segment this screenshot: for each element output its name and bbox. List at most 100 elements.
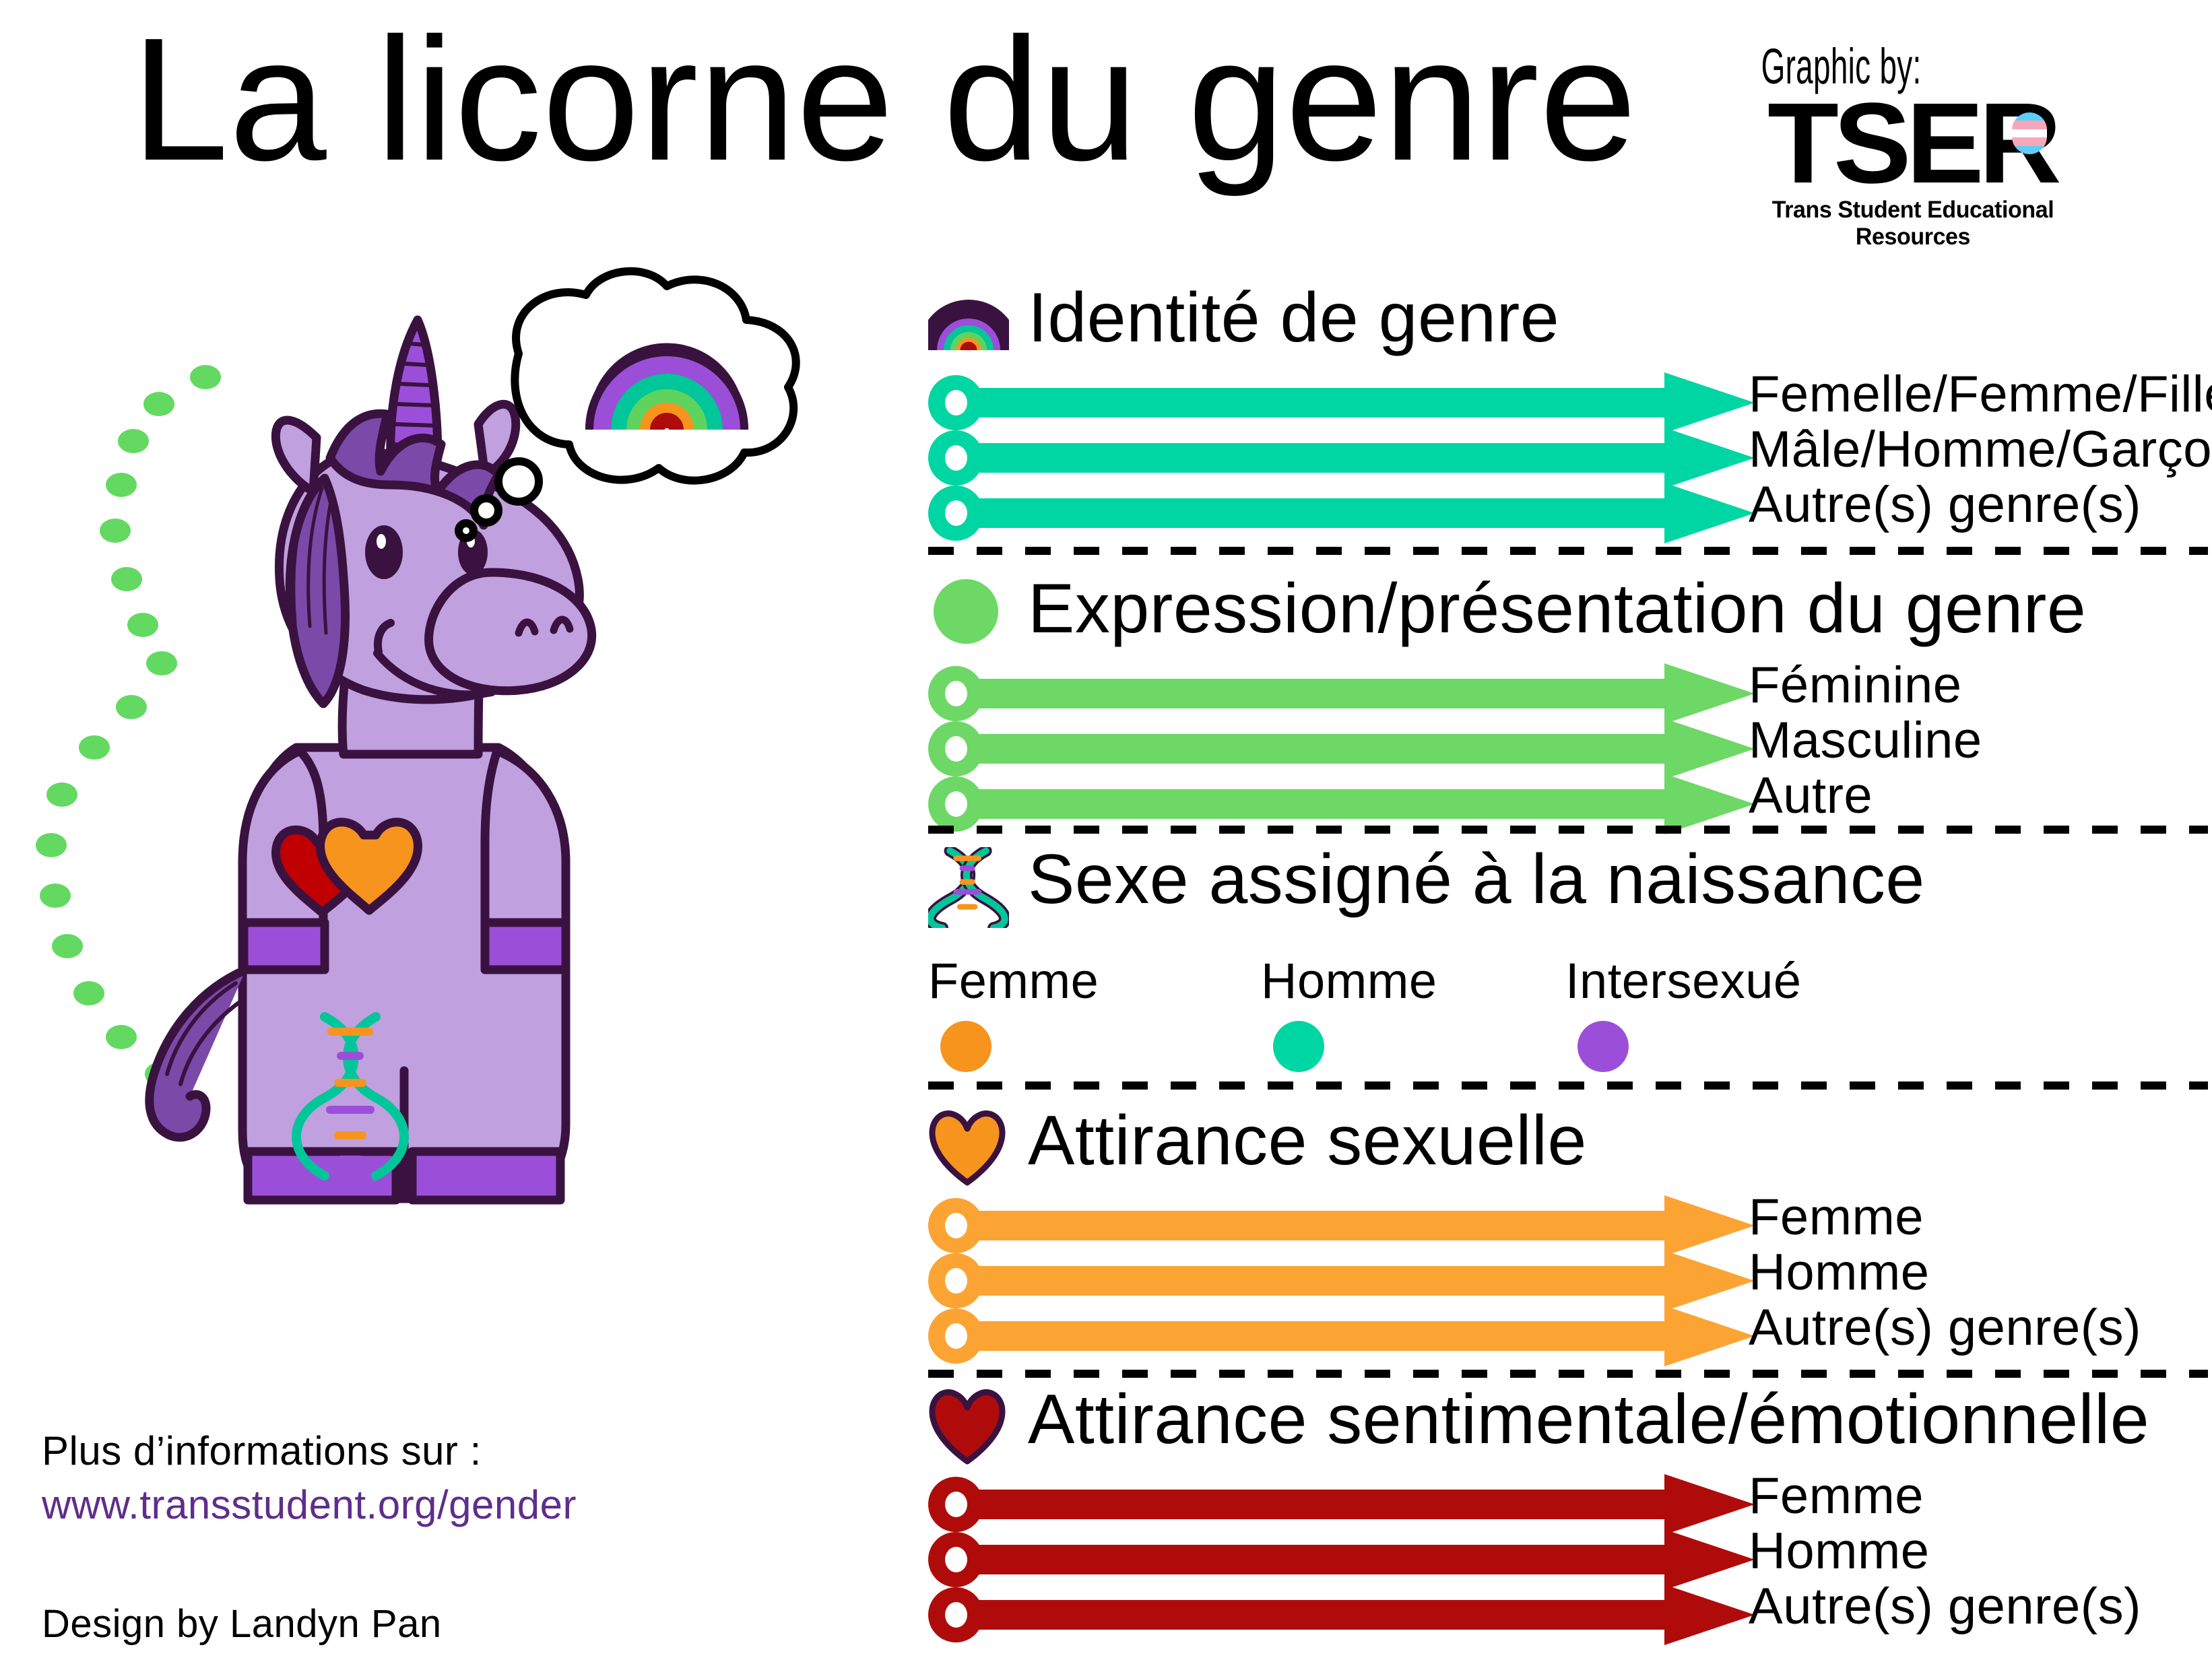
arrow-row: Féminine [928,660,2212,724]
tser-acronym: T S E R [1724,79,2102,207]
arrow-row: Autre(s) genre(s) [928,1581,2212,1645]
arrow-shaft [970,1211,1666,1240]
arrow-head [1664,483,1755,543]
orange-heart-icon [929,1110,1006,1186]
arrow-label: Femme [1749,1189,1924,1246]
section-attirance-sexuelle: Attirance sexuelle Femme H [928,1104,2212,1370]
arrow-row: Femme [928,1192,2212,1256]
section-header: Identité de genre [928,281,2212,366]
arrow-label-wrap: Autre(s) genre(s) [1749,1302,2141,1354]
arrow-label-wrap: Femelle/Femme/Fille [1749,369,2212,420]
sex-option-dot [1577,1021,1629,1072]
section-heading: Identité de genre [1028,279,1560,357]
graphic-by-label: Graphic by: [1761,38,1922,94]
design-credit: Design by Landyn Pan [42,1602,442,1646]
sex-option-label: Homme [1261,953,1437,1009]
arrow-list: Femelle/Femme/Fille Mâle/Homme/Garçon [928,369,2212,543]
tser-logo: Graphic by: T S E R Trans Student Educat… [1724,38,2102,251]
arrow-tail-ring [928,1532,983,1587]
arrow-head [1664,372,1755,433]
arrow-row: Autre(s) genre(s) [928,479,2212,543]
arrow-label: Autre(s) genre(s) [1749,1299,2141,1356]
illustration-panel [0,256,896,1401]
unicorn-left-ear [271,415,321,496]
arrow-shaft [970,498,1666,528]
arrow-label-wrap: Autre(s) genre(s) [1749,479,2141,531]
sex-option-intersexue: Intersexué [1565,956,1835,1072]
arrow-label: Masculine [1749,712,1982,769]
arrow-label-wrap: Autre(s) genre(s) [1749,1581,2141,1632]
section-heading-wrap: Attirance sexuelle [1028,1104,1587,1178]
unicorn-right-ear [474,399,521,479]
sections-column: Identité de genre Femelle/Femme/Fille [928,0,2212,1666]
unicorn-tail [145,965,251,1142]
arrow-head [1664,663,1755,724]
more-info-label-row: Plus d’informations sur : [42,1428,850,1481]
rainbow-icon [585,343,748,435]
dna-icon [292,1012,409,1180]
arrow-head [1664,1585,1755,1645]
section-header: Expression/présentation du genre [928,572,2212,657]
arrow-head [1664,1306,1755,1366]
section-divider [928,826,2208,834]
tser-letter-s: S [1833,79,1912,207]
tser-letter-t: T [1767,79,1839,207]
section-divider [928,1081,2208,1090]
green-circle-icon [934,579,998,644]
section-identite-de-genre: Identité de genre Femelle/Femme/Fille [928,281,2212,547]
website-link-row[interactable]: www.transstudent.org/gender [42,1481,850,1542]
arrow-tail-ring [928,1253,983,1308]
arrow-head [1664,1251,1755,1311]
arrow-row: Femme [928,1471,2212,1535]
arrow-row: Mâle/Homme/Garçon [928,424,2212,488]
arrow-label: Homme [1749,1523,1930,1580]
unicorn-mane-side [285,473,350,708]
arrow-label: Mâle/Homme/Garçon [1749,421,2212,478]
arrow-list: Femme Homme Autre(s) genre(s) [928,1192,2212,1366]
arrow-head [1664,1529,1755,1590]
tser-letter-r-wrap: R [1979,86,2062,201]
unicorn-left-cuff [239,918,329,974]
section-heading-wrap: Attirance sentimentale/émotionnelle [1028,1382,2149,1457]
arrow-row: Autre [928,770,2212,834]
arrow-shaft [970,1600,1666,1630]
unicorn-muzzle [424,568,597,696]
sex-option-homme: Homme [1261,956,1530,1072]
section-heading-wrap: Sexe assigné à la naissance [1028,842,1925,917]
arrow-head [1664,1195,1755,1256]
arrow-shaft [970,388,1666,418]
sex-option-label: Femme [928,953,1099,1009]
arrow-label-wrap: Homme [1749,1526,1930,1577]
arrow-label-wrap: Femme [1749,1192,1924,1243]
arrow-row: Femelle/Femme/Fille [928,369,2212,433]
arrow-row: Masculine [928,715,2212,779]
sex-option-label: Intersexué [1565,953,1802,1009]
arrow-label-wrap: Femme [1749,1471,1924,1522]
sex-option-dot [1273,1021,1324,1072]
section-heading: Expression/présentation du genre [1028,570,2087,648]
website-link[interactable]: www.transstudent.org/gender [42,1482,577,1527]
arrow-list: Femme Homme Autre(s) genre(s) [928,1471,2212,1645]
arrow-shaft [970,443,1666,473]
section-heading-wrap: Expression/présentation du genre [1028,572,2086,646]
section-header: Attirance sentimentale/émotionnelle [928,1382,2212,1468]
section-heading-wrap: Identité de genre [1028,281,1559,355]
sex-option-label-wrap: Intersexué [1565,956,1835,1021]
sex-option-dot [940,1021,991,1072]
unicorn-right-cuff [480,918,571,974]
more-info-label: Plus d’informations sur : [42,1428,482,1473]
design-credit-row: Design by Landyn Pan [42,1601,850,1655]
arrow-row: Homme [928,1526,2212,1590]
arrow-row: Autre(s) genre(s) [928,1302,2212,1366]
unicorn-right-leg-cuff [408,1147,565,1205]
section-sexe-assigne-naissance: Sexe assigné à la naissance Femme Homme [928,842,2212,1111]
page-title-text: La licorne du genre [131,2,1637,197]
tser-letter-e: E [1906,79,1984,207]
unicorn-illustration [145,267,800,1205]
arrow-row: Homme [928,1247,2212,1311]
rainbow-icon [928,300,1009,352]
arrow-head [1664,1474,1755,1535]
arrow-label: Femme [1749,1467,1924,1525]
dna-icon [928,847,1009,928]
